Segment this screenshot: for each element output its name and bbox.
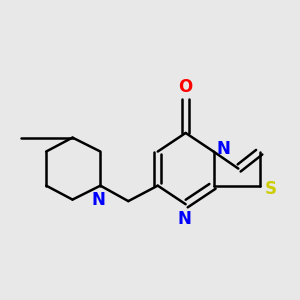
Text: O: O — [178, 78, 193, 96]
Text: S: S — [265, 180, 277, 198]
Text: N: N — [92, 191, 106, 209]
Text: N: N — [217, 140, 230, 158]
Text: N: N — [177, 210, 191, 228]
